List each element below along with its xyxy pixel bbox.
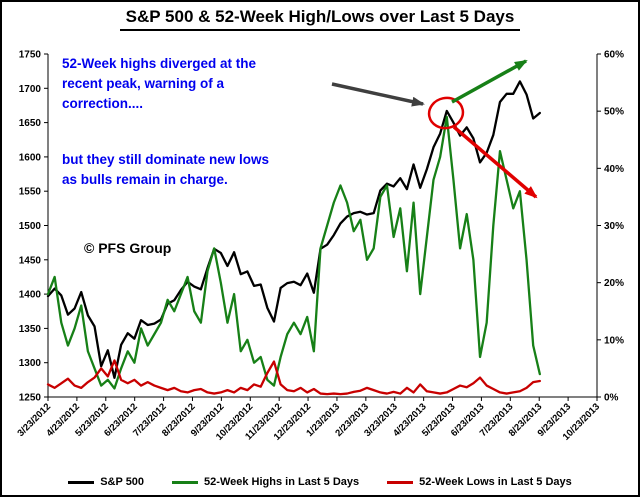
svg-text:1750: 1750 (19, 50, 42, 61)
svg-text:40%: 40% (604, 164, 624, 175)
highs-line-swatch (172, 480, 199, 484)
svg-text:10%: 10% (604, 335, 624, 346)
lows-line (46, 359, 541, 396)
svg-text:1700: 1700 (19, 84, 42, 95)
highs-line (46, 115, 541, 390)
chart-title: S&P 500 & 52-Week High/Lows over Last 5 … (119, 7, 521, 31)
legend-label-lows: 52-Week Lows in Last 5 Days (419, 476, 572, 488)
svg-text:0%: 0% (604, 393, 619, 404)
svg-text:1250: 1250 (19, 393, 42, 404)
svg-text:60%: 60% (604, 50, 624, 61)
chart-plot-area: 1250 1300 1350 1400 1450 1500 1550 1600 1650 1700… (15, 50, 624, 443)
legend-item-highs: 52-Week Highs in Last 5 Days (172, 476, 359, 488)
title-row: S&P 500 & 52-Week High/Lows over Last 5 … (2, 7, 638, 31)
sp500-line (46, 80, 541, 379)
svg-text:20%: 20% (604, 278, 624, 289)
svg-text:1600: 1600 (19, 152, 42, 163)
svg-text:1300: 1300 (19, 358, 42, 369)
svg-text:30%: 30% (604, 221, 624, 232)
legend-item-sp500: S&P 500 (68, 476, 144, 488)
bearish-correction-arrow (452, 125, 538, 199)
svg-text:1650: 1650 (19, 118, 42, 129)
peak-pointer-arrow (331, 82, 425, 107)
bullish-uptrend-arrow (451, 59, 528, 104)
svg-text:50%: 50% (604, 107, 624, 118)
sp500-line-swatch (68, 480, 95, 484)
svg-text:1550: 1550 (19, 187, 42, 198)
legend-item-lows: 52-Week Lows in Last 5 Days (387, 476, 572, 488)
svg-text:1500: 1500 (19, 221, 42, 232)
svg-text:1450: 1450 (19, 255, 42, 266)
legend-label-sp500: S&P 500 (100, 476, 145, 488)
legend-label-highs: 52-Week Highs in Last 5 Days (204, 476, 360, 488)
peak-circle-annotation (427, 96, 465, 130)
annotation-bulls-in-charge: but they still dominate new lows as bull… (62, 152, 270, 187)
annotation-divergence-warning: 52-Week highs diverged at the recent pea… (62, 56, 257, 111)
svg-text:1350: 1350 (19, 324, 42, 335)
chart-legend: S&P 500 52-Week Highs in Last 5 Days 52-… (2, 476, 638, 488)
lows-line-swatch (387, 480, 414, 484)
copyright-label: © PFS Group (84, 240, 172, 256)
svg-text:1400: 1400 (19, 290, 42, 301)
